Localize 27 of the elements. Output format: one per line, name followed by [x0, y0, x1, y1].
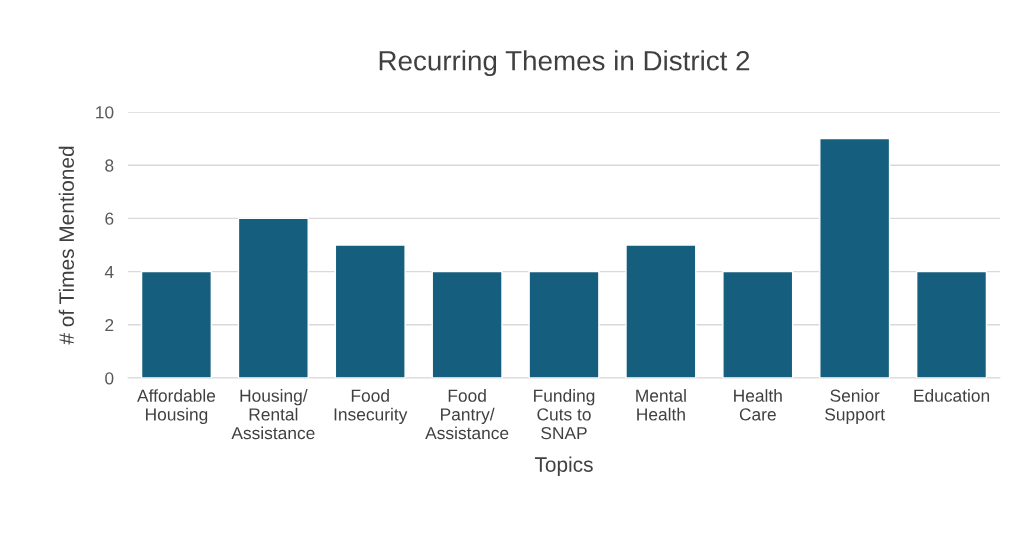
- y-axis-title: # of Times Mentioned: [58, 146, 75, 345]
- bar: [722, 270, 794, 378]
- x-tick-label: Senior Support: [825, 389, 885, 424]
- bar: [334, 244, 406, 378]
- y-tick-label: 2: [105, 318, 114, 332]
- x-tick-label: Housing/ Rental Assistance: [231, 389, 315, 440]
- bar: [431, 270, 503, 378]
- bar: [915, 270, 988, 378]
- bar: [140, 270, 213, 378]
- x-tick-label: Mental Health: [636, 389, 686, 421]
- chart-title: Recurring Themes in District 2: [379, 50, 750, 77]
- x-tick-label: Food Insecurity: [334, 389, 408, 424]
- x-tick-label: Food Pantry/ Assistance: [425, 389, 509, 440]
- y-tick-label: 10: [96, 106, 114, 119]
- y-tick-label: 6: [105, 212, 114, 225]
- y-tick-label: 8: [105, 159, 114, 172]
- x-axis-title: Topics: [534, 456, 593, 476]
- x-tick-label: Education: [914, 389, 990, 402]
- x-tick-label: Health Care: [734, 389, 782, 421]
- bar: [625, 244, 697, 378]
- x-tick-label: Funding Cuts to SNAP: [534, 389, 595, 440]
- bar: [237, 217, 309, 378]
- bar: [528, 270, 600, 378]
- bar: [819, 137, 891, 378]
- y-tick-label: 0: [105, 372, 114, 385]
- x-tick-label: Affordable Housing: [137, 389, 216, 424]
- y-tick-label: 4: [104, 265, 114, 278]
